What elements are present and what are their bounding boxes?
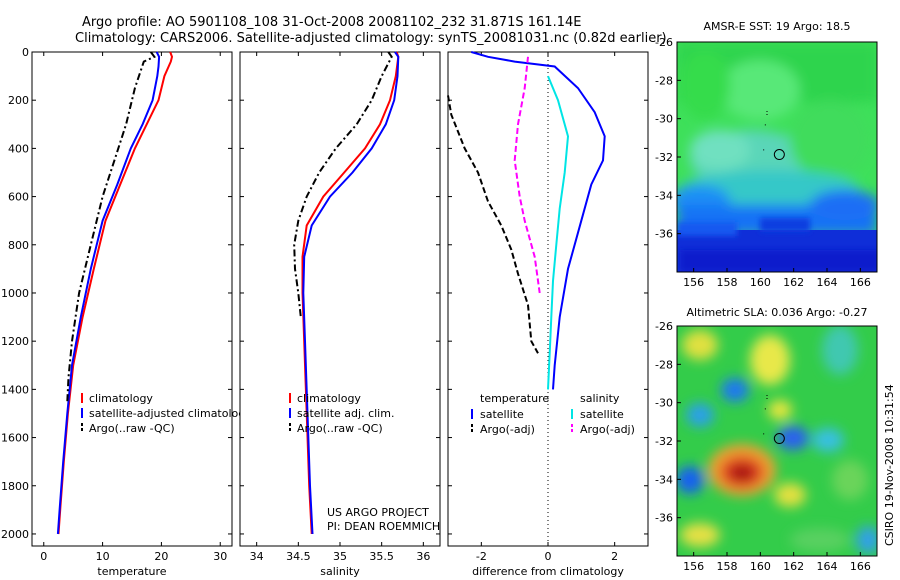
series-line-satellite-adjusted-climatology	[56, 51, 161, 535]
legend-label: satellite-adjusted climatology	[89, 407, 252, 420]
legend-group-title: salinity	[580, 392, 620, 405]
y-tick-label: 800	[8, 239, 29, 252]
y-tick-label: 1200	[1, 335, 29, 348]
x-axis-label: salinity	[320, 565, 360, 578]
x-tick-label: 2	[611, 550, 618, 563]
x-tick-label: 34.5	[286, 550, 311, 563]
x-tick-label: -2	[476, 550, 487, 563]
salinity-panel: 34 34.5 35 35.5 36 salinity climatology satelli…	[239, 51, 441, 578]
credit-line-2: PI: DEAN ROEMMICH	[327, 520, 440, 533]
y-tick-label: -36	[655, 228, 673, 241]
sla-map-title: Altimetric SLA: 0.036 Argo: -0.27	[687, 306, 868, 319]
x-tick-label: 162	[783, 276, 804, 289]
float-position-marker	[773, 149, 785, 161]
side-timestamp-label: CSIRO 19-Nov-2008 10:31:54	[883, 384, 896, 546]
y-tick-label: 200	[8, 94, 29, 107]
header-line-1: Argo profile: AO 5901108_108 31-Oct-2008…	[82, 15, 581, 30]
y-tick-label: -26	[655, 36, 673, 49]
series-line-satellite-adj-clim-	[302, 51, 400, 535]
legend-label: satellite	[480, 408, 524, 421]
y-tick-label: -34	[655, 189, 673, 202]
temperature-panel: 0 10 20 30 0 200 400 600 800 1000 1200 1400 1600 1800…	[1, 46, 252, 578]
sst-map-title: AMSR-E SST: 19 Argo: 18.5	[703, 20, 850, 33]
series-line-salinity-argo-adj-	[513, 56, 541, 294]
y-tick-label: -32	[655, 151, 673, 164]
sla-map-axes: 156 158 160 162 164 166 -26 -28 -30 -32 -34 -36	[655, 320, 871, 573]
legend-label: climatology	[89, 392, 153, 405]
x-tick-label: 36	[416, 550, 430, 563]
legend-label: satellite adj. clim.	[297, 407, 394, 420]
y-tick-label: -36	[655, 512, 673, 525]
float-position-marker	[773, 433, 785, 445]
difference-panel: -2 0 2 difference from climatology temperatu…	[447, 51, 649, 578]
y-tick-label: -26	[655, 320, 673, 333]
y-tick-label: -30	[655, 397, 673, 410]
x-tick-label: 158	[717, 560, 738, 573]
x-tick-label: 35.5	[369, 550, 394, 563]
y-tick-label: 1400	[1, 383, 29, 396]
sst-map-image	[677, 42, 877, 272]
y-tick-label: 2000	[1, 528, 29, 541]
legend-label: satellite	[580, 408, 624, 421]
y-tick-label: -28	[655, 74, 673, 87]
x-tick-label: 10	[96, 550, 110, 563]
float-track	[763, 395, 768, 437]
y-tick-label: 600	[8, 191, 29, 204]
series-line-argo-raw-qc-	[66, 51, 156, 402]
x-tick-label: 158	[717, 276, 738, 289]
x-tick-label: 166	[850, 560, 871, 573]
legend-group-title: temperature	[480, 392, 549, 405]
legend-label: Argo(..raw -QC)	[297, 422, 383, 435]
x-tick-label: 166	[850, 276, 871, 289]
sla-map-image	[677, 326, 877, 556]
y-tick-label: -34	[655, 473, 673, 486]
y-tick-label: 1000	[1, 287, 29, 300]
x-tick-label: 160	[750, 276, 771, 289]
y-tick-label: 1600	[1, 432, 29, 445]
y-tick-label: 400	[8, 142, 29, 155]
x-tick-label: 164	[817, 560, 838, 573]
y-tick-label: 1800	[1, 480, 29, 493]
legend-label: climatology	[297, 392, 361, 405]
float-track	[763, 111, 768, 153]
plot-frame	[31, 51, 233, 547]
credit-line-1: US ARGO PROJECT	[327, 506, 429, 519]
series-line-temperature-argo-adj-	[447, 95, 539, 354]
legend-label: Argo(-adj)	[480, 423, 535, 436]
x-tick-label: 34	[250, 550, 264, 563]
header-line-2: Climatology: CARS2006. Satellite-adjuste…	[75, 31, 667, 46]
y-tick-label: -32	[655, 435, 673, 448]
x-tick-label: 162	[783, 560, 804, 573]
series-line-temperature-satellite	[471, 51, 606, 390]
x-tick-label: 20	[154, 550, 168, 563]
series-line-salinity-satellite	[547, 75, 570, 390]
legend-label: Argo(-adj)	[580, 423, 635, 436]
x-axis-label: difference from climatology	[472, 565, 624, 578]
y-tick-label: -30	[655, 113, 673, 126]
x-tick-label: 0	[40, 550, 47, 563]
y-tick-label: -28	[655, 358, 673, 371]
x-tick-label: 35	[333, 550, 347, 563]
x-axis-label: temperature	[97, 565, 166, 578]
x-tick-label: 156	[683, 560, 704, 573]
x-tick-label: 160	[750, 560, 771, 573]
legend-label: Argo(..raw -QC)	[89, 422, 175, 435]
x-tick-label: 0	[545, 550, 552, 563]
plot-frame	[447, 51, 649, 547]
x-tick-label: 164	[817, 276, 838, 289]
x-tick-label: 156	[683, 276, 704, 289]
series-line-argo-raw-qc-	[293, 51, 393, 318]
sst-map-axes: 156 158 160 162 164 166 -26 -28 -30 -32 -34 -36	[655, 36, 871, 289]
y-tick-label: 0	[22, 46, 29, 59]
x-tick-label: 30	[213, 550, 227, 563]
plot-frame	[239, 51, 441, 547]
